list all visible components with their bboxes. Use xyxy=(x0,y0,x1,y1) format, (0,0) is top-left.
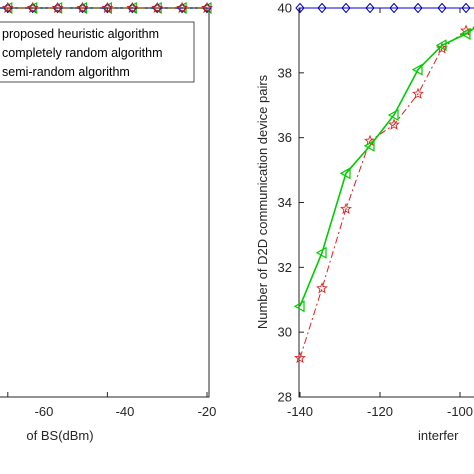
right-series-point xyxy=(387,108,399,121)
right-y-tick-label: 40 xyxy=(278,1,292,16)
right-series-point xyxy=(295,2,305,14)
right-x-tick-label: -100 xyxy=(447,404,473,419)
legend-entry-completely-random: completely random algorithm xyxy=(2,46,163,60)
right-series-point xyxy=(412,87,424,99)
right-series-point xyxy=(365,2,375,14)
right-y-tick-label: 36 xyxy=(278,130,292,145)
left-series-point xyxy=(201,1,213,14)
legend-entry-semi-random: semi-random algorithm xyxy=(2,65,130,79)
left-x-tick-label: -60 xyxy=(35,404,54,419)
right-x-axis-label: interfer xyxy=(418,428,459,443)
left-series-point xyxy=(151,1,164,14)
right-series-point xyxy=(413,2,423,14)
right-y-tick-label: 30 xyxy=(278,325,292,340)
right-series-point xyxy=(294,351,306,364)
right-series-point xyxy=(388,118,400,130)
right-series-point xyxy=(340,202,352,215)
right-x-tick-label: -120 xyxy=(367,404,393,419)
right-series-point xyxy=(363,139,375,152)
left-series-point xyxy=(76,1,89,14)
left-x-ticks: -60 -40 -20 xyxy=(7,8,217,419)
legend: proposed heuristic algorithm completely … xyxy=(0,21,195,83)
right-y-axis-label: Number of D2D communication device pairs xyxy=(255,74,270,329)
right-series-point xyxy=(316,282,328,294)
left-series-point xyxy=(1,1,14,14)
legend-box xyxy=(0,21,195,83)
right-series-point xyxy=(389,2,399,14)
right-series-point xyxy=(341,2,351,14)
left-series-point xyxy=(51,1,64,14)
right-y-tick-label: 34 xyxy=(278,195,292,210)
left-x-axis-label: of BS(dBm) xyxy=(26,428,93,443)
right-plot-frame xyxy=(298,7,474,398)
right-series-point xyxy=(339,167,351,180)
right-series-point xyxy=(461,2,471,14)
right-y-tick-label: 32 xyxy=(278,260,292,275)
right-series-point xyxy=(293,300,305,313)
left-series-point xyxy=(176,1,189,14)
left-panel: -60 -40 -20 of BS(dBm) proposed heuristi… xyxy=(0,1,217,443)
left-series-point xyxy=(26,1,39,14)
left-series-point xyxy=(126,1,139,14)
right-series-point xyxy=(437,2,447,14)
right-series-point xyxy=(435,39,447,52)
left-series-point xyxy=(101,1,114,14)
right-series-group xyxy=(293,2,474,364)
left-x-tick-label: -40 xyxy=(116,404,135,419)
legend-entry-proposed: proposed heuristic algorithm xyxy=(2,27,159,41)
right-y-ticks: 28 30 32 34 36 38 40 xyxy=(278,1,304,405)
right-series-line xyxy=(299,26,474,359)
right-series-point xyxy=(459,27,471,40)
left-x-tick-label: -20 xyxy=(198,404,217,419)
right-series-point xyxy=(315,246,327,259)
left-series-group xyxy=(0,1,213,15)
right-y-tick-label: 28 xyxy=(278,390,292,405)
right-series-point xyxy=(317,2,327,14)
right-series-point xyxy=(411,63,423,76)
right-x-ticks: -140 -120 -100 xyxy=(287,8,473,419)
right-x-tick-label: -140 xyxy=(287,404,313,419)
right-panel: 28 30 32 34 36 38 40 -140 -120 -100 Number of D2… xyxy=(255,1,474,443)
right-y-tick-label: 38 xyxy=(278,65,292,80)
right-series-line xyxy=(299,27,474,307)
